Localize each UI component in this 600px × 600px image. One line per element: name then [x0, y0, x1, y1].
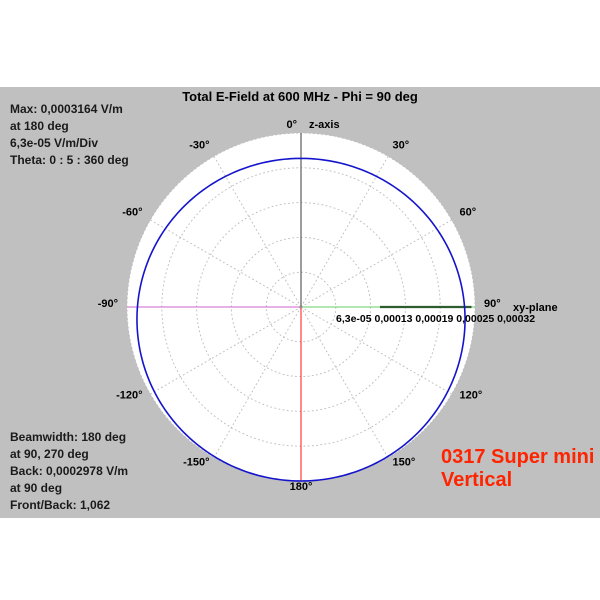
svg-text:-90°: -90° — [98, 298, 118, 310]
svg-text:180°: 180° — [290, 481, 313, 493]
svg-text:z-axis: z-axis — [309, 119, 340, 131]
svg-text:150°: 150° — [393, 456, 416, 468]
svg-text:90°: 90° — [484, 298, 501, 310]
svg-text:-120°: -120° — [116, 390, 142, 402]
svg-text:60°: 60° — [459, 207, 476, 219]
svg-text:6,3e-05 0,00013 0,00019 0,0: 6,3e-05 0,00013 0,00019 0,00025 0,00032 — [336, 313, 535, 325]
svg-text:120°: 120° — [459, 390, 482, 402]
svg-text:-150°: -150° — [183, 456, 209, 468]
svg-text:-60°: -60° — [122, 207, 142, 219]
svg-text:30°: 30° — [393, 140, 410, 152]
svg-text:0°: 0° — [286, 119, 297, 131]
svg-text:-30°: -30° — [189, 140, 209, 152]
